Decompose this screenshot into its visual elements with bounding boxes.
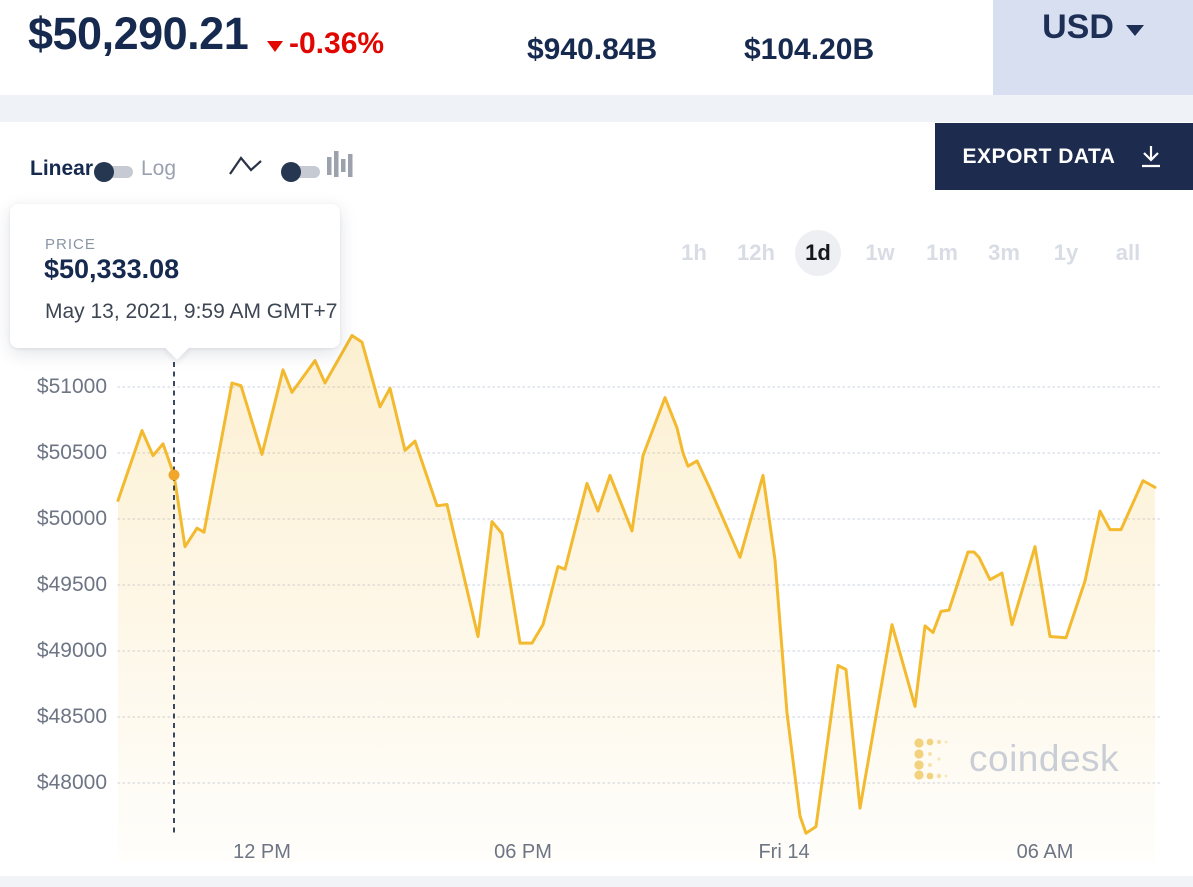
chart-type-toggle[interactable] [281,162,320,182]
linear-label[interactable]: Linear [30,157,94,180]
watermark-text: coindesk [969,738,1120,779]
export-data-button[interactable]: EXPORT DATA [935,123,1193,190]
range-tab-1w[interactable]: 1w [865,240,895,265]
market-cap-value: $940.84B [527,33,658,66]
log-label[interactable]: Log [141,157,177,180]
divider-band [0,95,1193,122]
bottom-strip [0,876,1193,887]
line-chart-icon[interactable] [228,153,270,179]
cursor-point [168,469,180,481]
price-tooltip: PRICE $50,333.08 May 13, 2021, 9:59 AM G… [10,204,340,360]
y-axis-label: $51000 [36,375,107,398]
export-data-label: EXPORT DATA [962,144,1116,168]
price-header: $50,290.21 -0.36% $940.84B $104.20B USD [0,0,1193,95]
bar-chart-icon[interactable] [327,150,353,182]
y-axis-label: $48000 [36,771,107,794]
caret-down-icon [1125,25,1144,36]
price-change: -0.36% [267,27,384,61]
tooltip-label: PRICE [45,236,96,253]
y-axis-label: $48500 [36,705,107,728]
range-tab-1m[interactable]: 1m [926,240,958,265]
price-series [116,334,1157,862]
download-icon [1142,145,1161,167]
volume-value: $104.20B [744,33,875,66]
price-area-fill [118,335,1155,862]
range-tab-1d[interactable]: 1d [787,230,849,276]
x-axis-label: 06 PM [494,841,552,863]
y-axis-label: $49500 [36,573,107,596]
range-tab-all[interactable]: all [1115,240,1141,265]
down-triangle-icon [267,40,283,52]
price-change-value: -0.36% [289,27,385,60]
currency-selector[interactable]: USD [993,0,1193,95]
range-tab-1y[interactable]: 1y [1053,240,1079,265]
coindesk-logo-icon [914,738,948,780]
range-tab-1h[interactable]: 1h [681,240,707,265]
y-axis-label: $50500 [36,441,107,464]
price-line [116,334,1157,835]
y-axis-label: $50000 [36,507,107,530]
tooltip-price: $50,333.08 [44,254,180,284]
x-axis-label: 12 PM [233,841,291,863]
scale-toggle[interactable] [94,162,133,182]
current-price: $50,290.21 [28,8,249,59]
range-tab-3m[interactable]: 3m [988,240,1020,265]
x-axis-label: 06 AM [1016,841,1074,863]
x-axis-label: Fri 14 [758,841,810,863]
currency-selected-value: USD [1042,8,1114,46]
y-axis-label: $49000 [36,639,107,662]
chart-cursor [168,362,180,835]
tooltip-timestamp: May 13, 2021, 9:59 AM GMT+7 [45,300,338,323]
range-tabs: 1h 12h 1d 1w 1m 3m 1y all [663,230,1159,276]
coindesk-watermark: coindesk [913,736,1119,782]
toggle-knob [281,162,301,182]
range-tab-12h[interactable]: 12h [737,240,775,265]
toggle-knob [94,162,114,182]
